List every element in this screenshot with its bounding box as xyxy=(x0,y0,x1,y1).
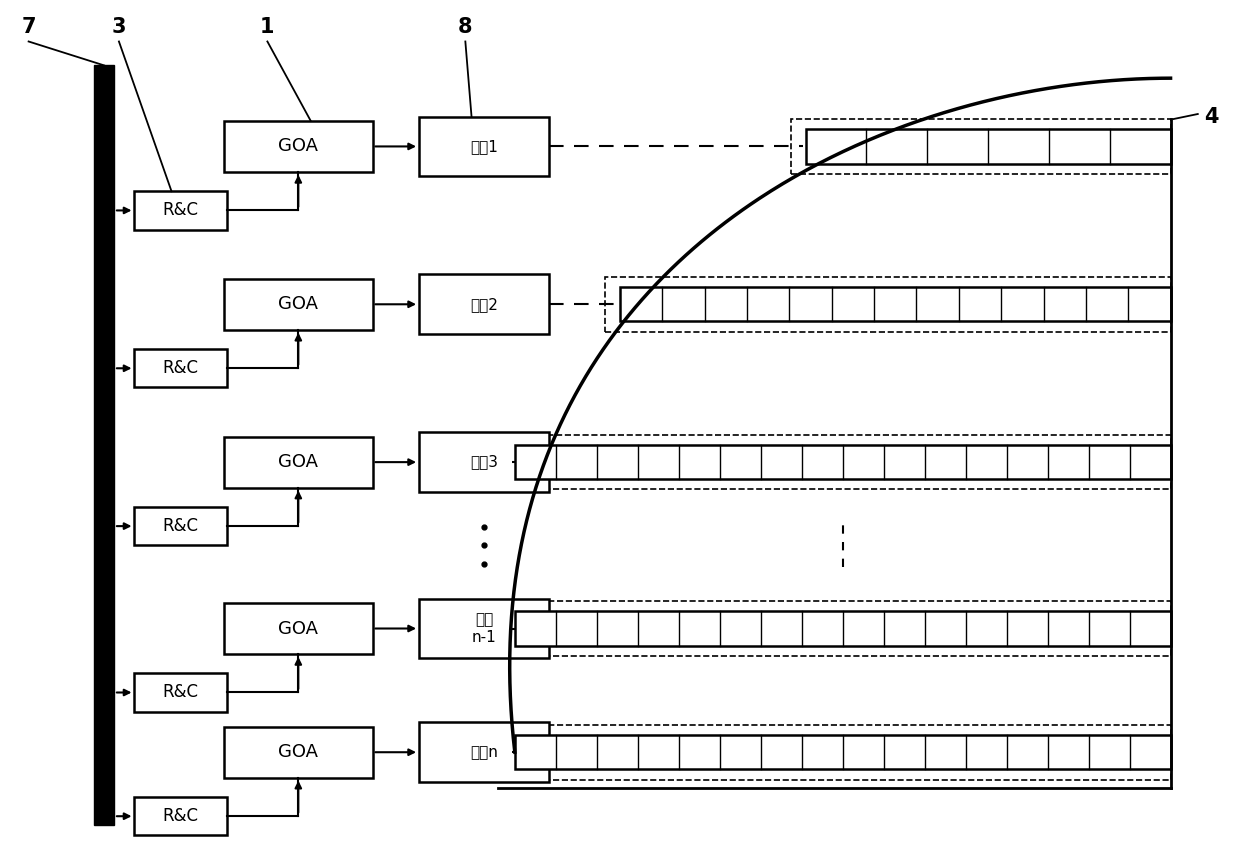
Text: 棚线
n-1: 棚线 n-1 xyxy=(471,612,496,645)
Bar xyxy=(134,349,227,388)
Bar xyxy=(500,725,1171,780)
Bar xyxy=(419,598,549,658)
Text: 棚线n: 棚线n xyxy=(470,745,497,760)
Text: GOA: GOA xyxy=(278,295,319,313)
Bar xyxy=(419,275,549,334)
Bar xyxy=(419,432,549,492)
Text: 4: 4 xyxy=(1204,107,1219,127)
Bar xyxy=(224,437,372,488)
Bar xyxy=(515,445,1171,479)
Bar xyxy=(224,727,372,778)
Text: R&C: R&C xyxy=(162,360,198,377)
Bar xyxy=(791,119,1171,174)
Text: 8: 8 xyxy=(458,17,472,37)
Text: R&C: R&C xyxy=(162,807,198,825)
Text: GOA: GOA xyxy=(278,453,319,471)
Bar xyxy=(134,674,227,711)
Bar xyxy=(134,797,227,835)
Bar xyxy=(224,603,372,654)
Text: 棚线2: 棚线2 xyxy=(470,297,497,312)
Text: 棚线3: 棚线3 xyxy=(470,455,498,470)
Text: 3: 3 xyxy=(112,17,126,37)
Text: 7: 7 xyxy=(21,17,36,37)
Bar xyxy=(515,611,1171,645)
Bar xyxy=(94,65,114,824)
Text: R&C: R&C xyxy=(162,201,198,219)
Bar xyxy=(419,722,549,782)
Text: GOA: GOA xyxy=(278,138,319,156)
Bar xyxy=(134,191,227,229)
Bar xyxy=(500,435,1171,490)
Bar xyxy=(620,288,1171,321)
Text: GOA: GOA xyxy=(278,620,319,638)
Text: R&C: R&C xyxy=(162,517,198,535)
Bar xyxy=(224,121,372,172)
Text: GOA: GOA xyxy=(278,743,319,761)
Bar xyxy=(806,129,1171,163)
Text: 棚线1: 棚线1 xyxy=(470,139,497,154)
Text: R&C: R&C xyxy=(162,683,198,702)
Bar xyxy=(134,507,227,545)
Bar xyxy=(224,279,372,330)
Bar xyxy=(605,277,1171,331)
Bar xyxy=(419,116,549,176)
Bar xyxy=(500,601,1171,656)
Bar xyxy=(515,735,1171,770)
Text: 1: 1 xyxy=(260,17,274,37)
